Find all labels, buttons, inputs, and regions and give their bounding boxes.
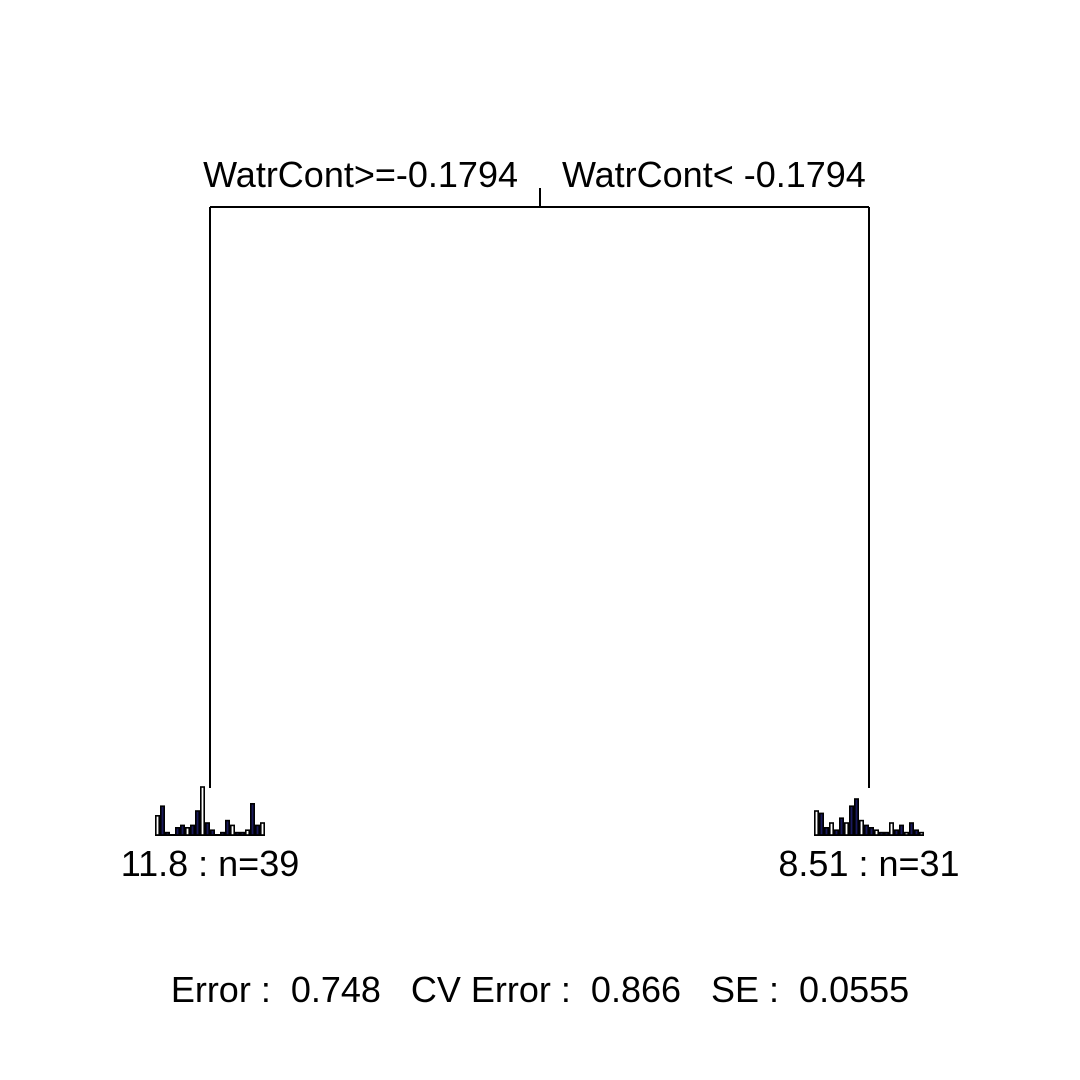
histogram-bar [883, 831, 889, 836]
histogram-bar [843, 822, 849, 836]
histogram-bar [175, 826, 181, 836]
histogram-bar [205, 822, 211, 836]
histogram-bar [240, 831, 246, 836]
histogram-bar [868, 826, 874, 836]
histogram-bar [823, 826, 829, 836]
histogram-bar [165, 831, 171, 836]
histogram-bar [255, 824, 261, 836]
histogram-bar [210, 829, 216, 836]
right-leaf-label: 8.51 : n=31 [778, 843, 959, 884]
left-split-label: WatrCont>=-0.1794 [203, 154, 518, 195]
histogram-bar [180, 824, 186, 836]
histogram-bar [853, 798, 859, 836]
histogram-bar [230, 824, 236, 836]
left-leaf-label: 11.8 : n=39 [121, 843, 300, 884]
histogram-bar [863, 824, 869, 836]
histogram-bar [195, 810, 201, 836]
histogram-bar [813, 810, 819, 836]
histogram-bar [903, 831, 909, 836]
histogram-bar [858, 819, 864, 836]
histogram-bar [873, 829, 879, 836]
histogram-bar [918, 831, 924, 836]
histogram-bar [225, 819, 231, 836]
histogram-bar [235, 831, 241, 836]
histogram-bar [160, 805, 166, 836]
right-split-label: WatrCont< -0.1794 [562, 154, 866, 195]
histogram-bar [913, 829, 919, 836]
histogram-bar [200, 786, 206, 836]
histogram-bar [220, 831, 226, 836]
histogram-bar [848, 805, 854, 836]
histogram-bar [833, 829, 839, 836]
histogram-bar [155, 814, 161, 836]
histogram-bar [818, 812, 824, 836]
left-leaf-histogram [155, 786, 265, 836]
histogram-bar [908, 822, 914, 836]
histogram-bar [898, 824, 904, 836]
histogram-bar [888, 822, 894, 836]
histogram-bar [245, 829, 251, 836]
right-leaf-histogram [813, 798, 924, 836]
histogram-bar [250, 802, 256, 836]
histogram-bar [838, 817, 844, 836]
histogram-bar [893, 829, 899, 836]
error-summary: Error : 0.748 CV Error : 0.866 SE : 0.05… [171, 969, 909, 1010]
histogram-bar [185, 826, 191, 836]
histogram-bar [828, 822, 834, 836]
histogram-bar [190, 824, 196, 836]
histogram-bar [259, 822, 265, 836]
histogram-bar [878, 831, 884, 836]
